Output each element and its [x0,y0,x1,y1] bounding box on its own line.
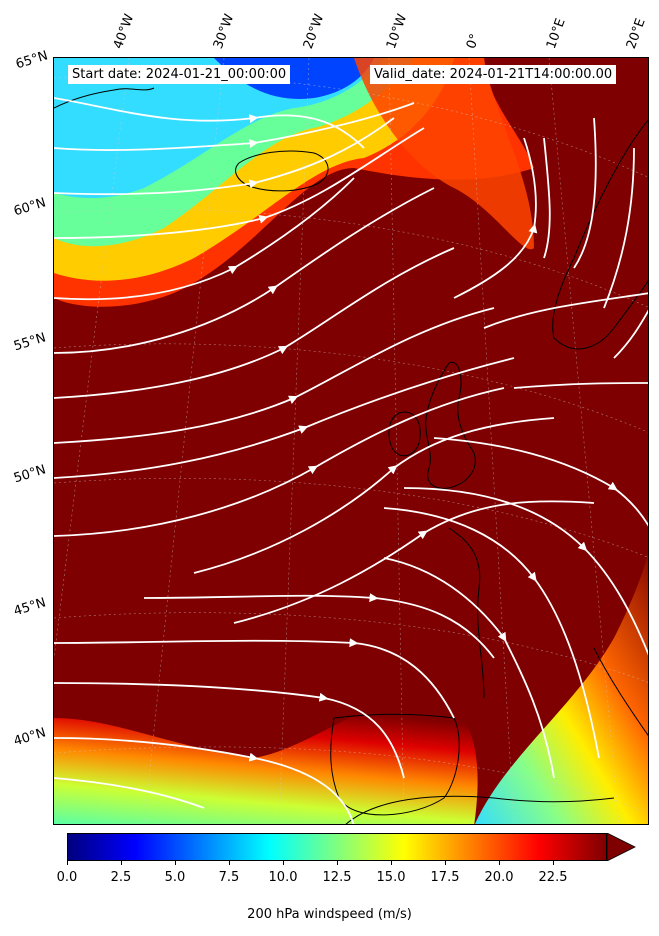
streamline [54,102,415,151]
colorbar-label: 200 hPa windspeed (m/s) [247,907,412,922]
streamline [54,307,495,444]
latitude-label-65n: 65°N [14,48,50,73]
colorbar-tick-mark [283,861,284,865]
colorbar-tick-mark [337,861,338,865]
streamline [233,500,595,624]
colorbar-tick-label: 7.5 [218,870,240,885]
latitude-label-50n: 50°N [12,462,48,487]
streamline [573,117,597,269]
windspeed-map [54,58,648,824]
streamline [54,187,435,354]
colorbar-tick-mark [67,861,68,865]
colorbar-tick-label: 17.5 [430,870,460,885]
colorbar-tick-mark [391,861,392,865]
streamline [54,638,455,719]
colorbar-tick-mark [445,861,446,865]
streamline [54,97,365,149]
streamline [54,117,395,196]
streamline [54,682,405,779]
colorbar-tick-mark [499,861,500,865]
longitude-label-40w: 40°W [110,12,138,51]
latitude-label-40n: 40°N [12,725,48,750]
streamline [54,737,355,824]
coast-great-britain [425,361,476,489]
colorbar-tick-label: 0.0 [56,870,78,885]
longitude-label-10w: 10°W [383,12,411,51]
valid-date-label: Valid_date: 2024-01-21T14:00:00.00 [370,65,617,84]
latitude-label-60n: 60°N [12,195,48,220]
streamline [403,487,648,656]
longitude-label-10e: 10°E [543,16,569,51]
map-panel [53,57,649,825]
latitude-label-55n: 55°N [12,330,48,355]
colorbar-tick-label: 12.5 [322,870,352,885]
streamline [54,127,425,239]
streamline [54,387,505,537]
colorbar-tick-label: 20.0 [484,870,514,885]
colorbar-tick-label: 10.0 [268,870,298,885]
coast-scandinavia [552,119,648,350]
streamline [54,357,515,479]
streamline [483,292,648,329]
low-wind-region-southeast [474,552,648,824]
colorbar-tick-label: 5.0 [164,870,186,885]
colorbar-tick-mark [229,861,230,865]
streamline [453,137,538,299]
coast-iberia [330,713,460,816]
longitude-label-30w: 30°W [210,12,238,51]
streamline [54,247,455,399]
coast-france [448,527,485,699]
colorbar-extend-arrow [607,833,636,861]
coast-north-africa [345,795,615,824]
streamline [54,177,355,301]
coast-iceland [235,150,329,192]
streamline [433,437,648,527]
start-date-label: Start date: 2024-01-21_00:00:00 [68,65,291,84]
colorbar-tick-label: 2.5 [110,870,132,885]
colorbar-tick-mark [553,861,554,865]
low-wind-region-northeast [354,58,534,250]
coast-italy [593,647,648,737]
colorbar-tick-label: 15.0 [376,870,406,885]
streamline [543,137,551,259]
streamline [383,507,600,759]
streamline [513,382,648,389]
colorbar-tick-mark [121,861,122,865]
streamline [613,309,648,359]
streamline [54,777,205,809]
colorbar-tick-label: 22.5 [538,870,568,885]
latitude-label-45n: 45°N [12,595,48,620]
colorbar [67,833,607,861]
longitude-label-20e: 20°E [623,16,649,51]
streamlines [54,97,648,824]
streamline [143,593,495,659]
streamline [193,417,555,574]
longitude-label-0: 0° [463,31,484,51]
colorbar-tick-mark [175,861,176,865]
streamline [383,557,555,779]
longitude-label-20w: 20°W [300,12,328,51]
streamline [603,147,635,309]
